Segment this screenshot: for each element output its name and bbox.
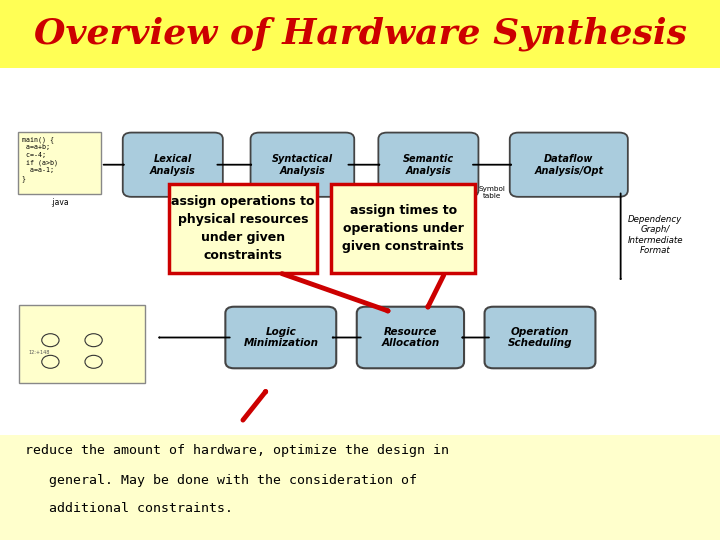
FancyBboxPatch shape — [251, 133, 354, 197]
FancyBboxPatch shape — [0, 435, 720, 540]
FancyBboxPatch shape — [331, 184, 475, 273]
Text: Semantic
Analysis: Semantic Analysis — [402, 154, 454, 176]
FancyBboxPatch shape — [122, 133, 223, 197]
FancyBboxPatch shape — [485, 307, 595, 368]
Text: token
stream: token stream — [222, 183, 248, 195]
FancyBboxPatch shape — [0, 0, 720, 68]
Text: Dataflow
Analysis/Opt: Dataflow Analysis/Opt — [534, 154, 603, 176]
Text: Symbol
table: Symbol table — [478, 186, 505, 199]
FancyBboxPatch shape — [18, 132, 101, 194]
Text: additional constraints.: additional constraints. — [25, 502, 233, 515]
FancyBboxPatch shape — [225, 307, 336, 368]
Text: .java: .java — [50, 198, 69, 207]
Text: Lexical
Analysis: Lexical Analysis — [150, 154, 196, 176]
FancyBboxPatch shape — [510, 133, 628, 197]
Text: general. May be done with the consideration of: general. May be done with the considerat… — [25, 474, 417, 487]
FancyBboxPatch shape — [379, 133, 478, 197]
FancyBboxPatch shape — [356, 307, 464, 368]
FancyBboxPatch shape — [19, 305, 145, 383]
Text: reduce the amount of hardware, optimize the design in: reduce the amount of hardware, optimize … — [25, 444, 449, 457]
Text: Dependency
Graph/
Intermediate
Format: Dependency Graph/ Intermediate Format — [627, 215, 683, 255]
Text: syntax
tree: syntax tree — [353, 183, 377, 195]
Text: assign operations to
physical resources
under given
constraints: assign operations to physical resources … — [171, 194, 315, 262]
Text: main() {
 a=a+b;
 c=-4;
 if (a>b)
  a=a-1;
}: main() { a=a+b; c=-4; if (a>b) a=a-1; } — [22, 136, 58, 181]
Text: Syntactical
Analysis: Syntactical Analysis — [272, 154, 333, 176]
Text: assign times to
operations under
given constraints: assign times to operations under given c… — [342, 204, 464, 253]
Text: Operation
Scheduling: Operation Scheduling — [508, 327, 572, 348]
Text: Overview of Hardware Synthesis: Overview of Hardware Synthesis — [34, 17, 686, 51]
Text: Logic
Minimization: Logic Minimization — [243, 327, 318, 348]
Text: Resource
Allocation: Resource Allocation — [382, 327, 439, 348]
FancyBboxPatch shape — [169, 184, 317, 273]
Text: 12:+148: 12:+148 — [29, 349, 50, 355]
